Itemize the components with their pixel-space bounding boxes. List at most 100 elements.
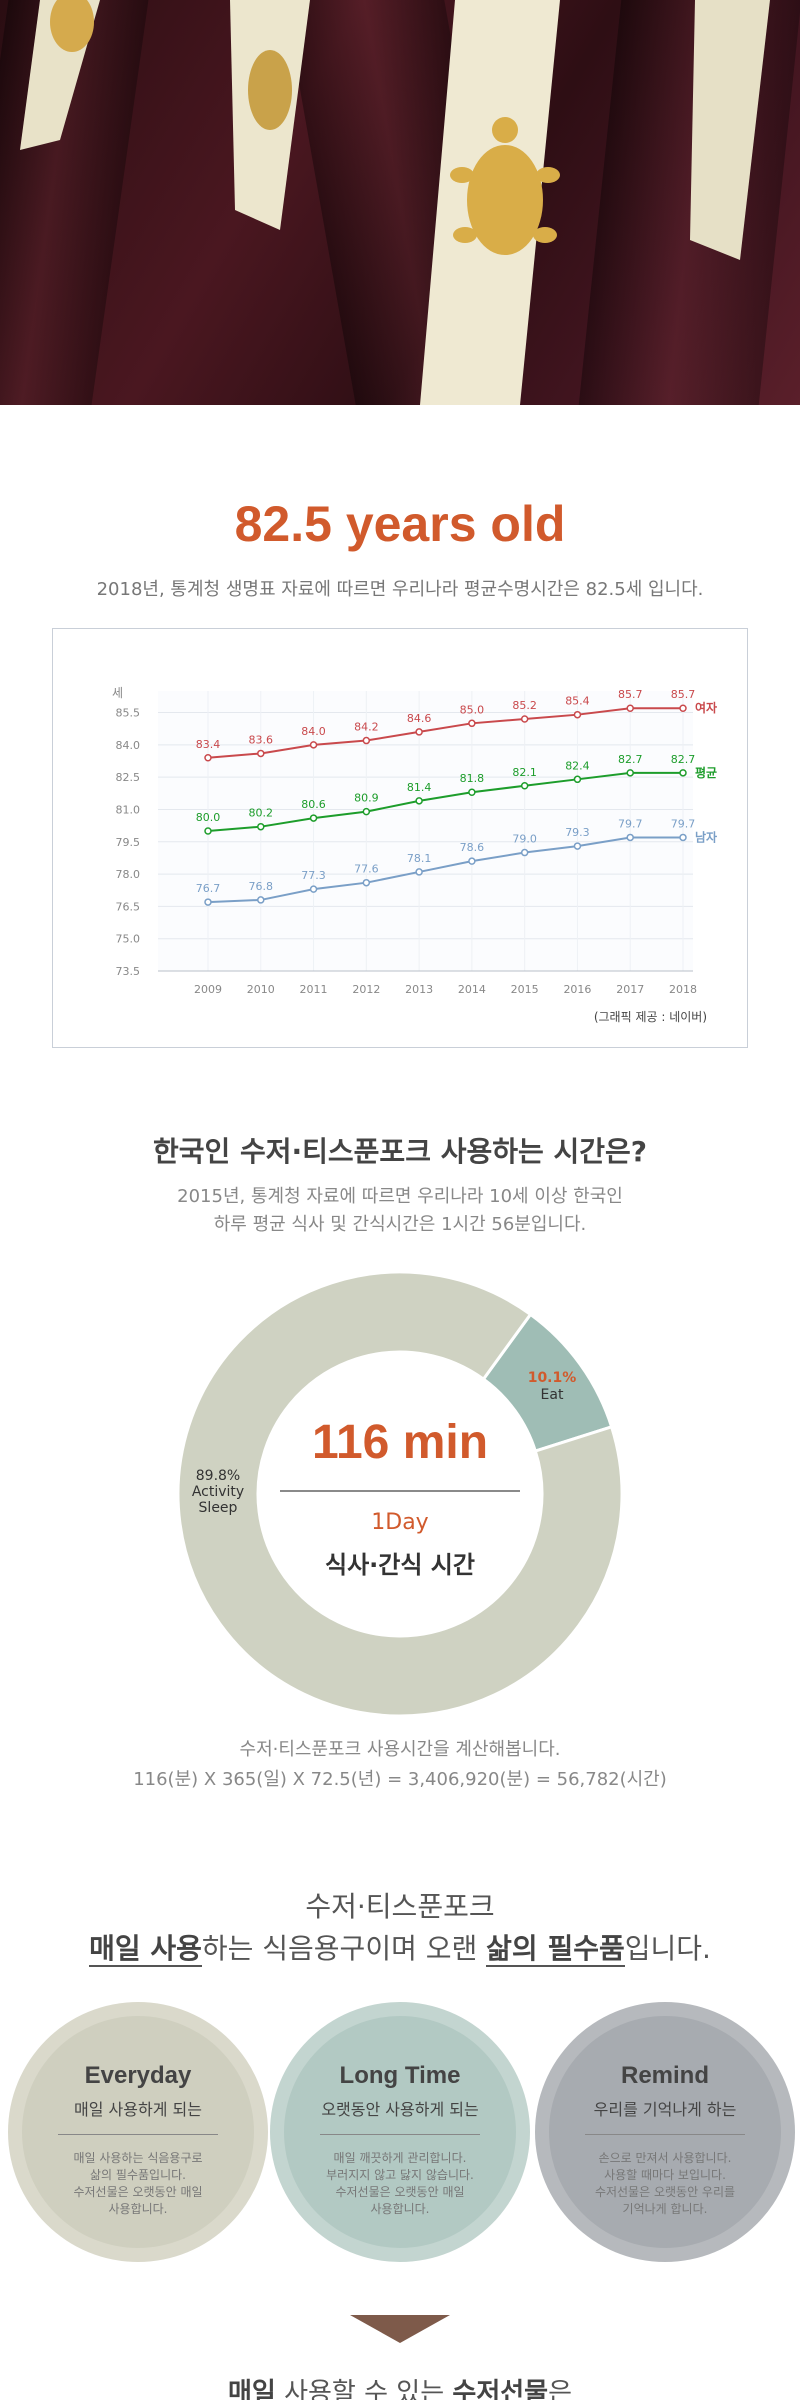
donut-slice-activity-sleep (176, 1270, 624, 1718)
spoon-handles-illustration (20, 0, 770, 405)
chart-svg: 85.5 84.0 82.5 81.0 79.5 78.0 76.5 75.0 73.5 세 200… (112, 686, 717, 1024)
data-label: 85.0 (460, 703, 485, 716)
data-point (204, 827, 212, 835)
data-label: 83.6 (249, 733, 274, 746)
plot-area (158, 691, 693, 971)
desc-line: 사용합니다. (108, 2202, 168, 2216)
data-label: 79.3 (565, 826, 590, 839)
y-tick-label: 84.0 (116, 739, 141, 752)
data-label: 82.1 (512, 766, 537, 779)
highlight-life-essential: 삶의 필수품 (486, 1932, 625, 1967)
y-tick-label: 76.5 (116, 900, 141, 913)
section3-title-line1: 수저·티스푼포크 (305, 1890, 495, 1923)
data-point (679, 769, 687, 777)
feature-divider (58, 2134, 218, 2135)
data-point (257, 749, 265, 758)
legend-label: 남자 (695, 829, 717, 844)
data-point (573, 842, 582, 850)
data-label: 79.7 (671, 817, 696, 830)
section2-line1: 2015년, 통계청 자료에 따르면 우리나라 10세 이상 한국인 (177, 1186, 623, 1207)
feature-desc: 손으로 만져서 사용합니다. 사용할 때마다 보입니다. 수저선물은 오랫동안 … (535, 2150, 795, 2218)
footer-highlight: 수저선물 (452, 2378, 549, 2400)
data-label: 80.0 (196, 811, 221, 824)
feature-title: Long Time (339, 2062, 461, 2089)
data-point (520, 848, 529, 857)
data-point (626, 769, 634, 777)
data-point (468, 719, 476, 728)
data-label: 77.3 (301, 869, 326, 882)
data-label: 85.4 (565, 695, 590, 708)
series-line-1 (207, 771, 683, 832)
data-point (362, 878, 371, 887)
data-label: 76.8 (249, 880, 274, 893)
highlight-daily-use: 매일 사용 (89, 1932, 202, 1967)
data-point (204, 754, 212, 762)
series-line-2 (207, 836, 683, 904)
data-label: 82.7 (671, 753, 696, 766)
data-point (309, 814, 318, 822)
donut-center-day: 1Day (371, 1510, 429, 1535)
data-point (626, 704, 634, 712)
data-point (679, 833, 687, 842)
legend-label: 여자 (695, 700, 717, 715)
desc-line: 기억나게 합니다. (622, 2202, 708, 2216)
x-tick-label: 2012 (352, 983, 380, 996)
footer-heading: 매일 사용할 수 있는 수저선물은 (0, 2372, 800, 2400)
data-label: 82.7 (618, 753, 643, 766)
slice-label-activity-sleep: 89.8% Activity Sleep (178, 1468, 258, 1516)
data-label: 80.9 (354, 792, 379, 805)
data-label: 84.0 (301, 725, 326, 738)
calc-line1: 수저·티스푼포크 사용시간을 계산해봅니다. (239, 1739, 561, 1760)
feature-desc: 매일 깨끗하게 관리합니다. 부러지지 않고 닳지 않습니다. 수저선물은 오랫… (270, 2150, 530, 2218)
section2-title: 한국인 수저·티스푼포크 사용하는 시간은? (152, 1135, 648, 1168)
data-label: 79.7 (618, 817, 643, 830)
feature-divider (585, 2134, 745, 2135)
y-tick-label: 73.5 (116, 965, 141, 978)
desc-line: 삶의 필수품입니다. (90, 2168, 186, 2182)
donut-center-label: 식사·간식 시간 (325, 1551, 475, 1579)
turtle-ornament-icon (248, 50, 292, 130)
x-tick-label: 2009 (194, 983, 222, 996)
slice-pct: 10.1% (527, 1370, 577, 1386)
desc-line: 수저선물은 오랫동안 매일 (335, 2185, 465, 2199)
turtle-ornament-icon (50, 0, 94, 52)
data-label: 81.8 (460, 772, 485, 785)
data-label: 76.7 (196, 882, 221, 895)
data-point (309, 741, 318, 749)
data-point (520, 782, 529, 790)
data-point (468, 788, 476, 796)
desc-line: 수저선물은 오랫동안 매일 (73, 2185, 203, 2199)
data-point (309, 885, 318, 893)
data-point (257, 822, 265, 831)
data-label: 81.4 (407, 781, 432, 794)
lifespan-subtitle: 2018년, 통계청 생명표 자료에 따르면 우리나라 평균수명시간은 82.5… (96, 579, 704, 600)
data-point (573, 710, 582, 719)
data-label: 79.0 (512, 833, 537, 846)
data-label: 84.2 (354, 721, 379, 734)
x-tick-label: 2010 (247, 983, 275, 996)
data-label: 80.6 (301, 798, 326, 811)
data-label: 77.6 (354, 863, 379, 876)
desc-line: 사용할 때마다 보입니다. (604, 2168, 726, 2182)
data-point (468, 857, 476, 865)
y-tick-label: 79.5 (116, 836, 141, 849)
feature-circle-inner (549, 2016, 781, 2248)
feature-circle-everyday: Everyday 매일 사용하게 되는 매일 사용하는 식음용구로 삶의 필수품… (8, 2002, 268, 2262)
desc-line: 사용합니다. (370, 2202, 430, 2216)
feature-subtitle: 매일 사용하게 되는 (74, 2100, 202, 2119)
feature-subtitle: 오랫동안 사용하게 되는 (321, 2100, 479, 2119)
feature-title: Remind (620, 2062, 709, 2089)
section3-text: 입니다. (624, 1932, 711, 1965)
donut-svg (176, 1270, 624, 1718)
feature-circle-inner (22, 2016, 254, 2248)
x-tick-label: 2015 (511, 983, 539, 996)
donut-center-divider (280, 1490, 520, 1492)
data-label: 85.7 (671, 688, 696, 701)
section3-title-line2: 매일 사용하는 식음용구이며 오랜 삶의 필수품입니다. (0, 1927, 800, 1967)
x-tick-label: 2016 (563, 983, 591, 996)
feature-title: Everyday (84, 2062, 192, 2089)
section2-line2: 하루 평균 식사 및 간식시간은 1시간 56분입니다. (213, 1214, 587, 1235)
usage-calculation: 수저·티스푼포크 사용시간을 계산해봅니다. 116(분) X 365(일) X… (0, 1735, 800, 1795)
donut-center-value: 116 min (311, 1416, 489, 1469)
data-label: 85.7 (618, 688, 643, 701)
